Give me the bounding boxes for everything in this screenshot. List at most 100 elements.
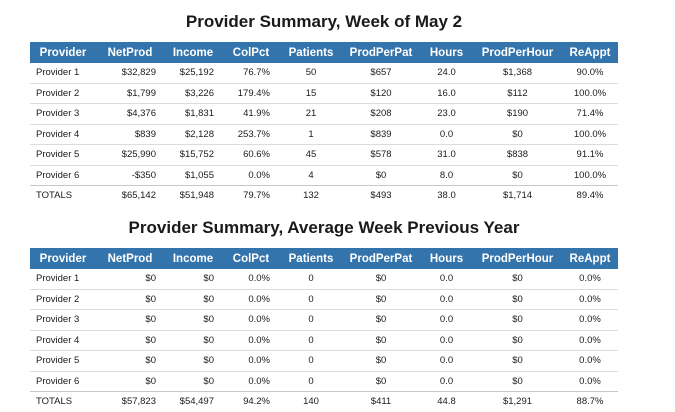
cell-colpct: 0.0% <box>222 329 280 351</box>
cell-income: $0 <box>164 288 222 310</box>
table-row: Provider 4 $839 $2,128 253.7% 1 $839 0.0… <box>30 123 618 145</box>
cell-netprod: $4,376 <box>96 103 164 124</box>
col-header-netprod: NetProd <box>96 42 164 63</box>
cell-colpct: 0.0% <box>222 288 280 310</box>
col-header-hours: Hours <box>420 42 473 63</box>
cell-reappt: 88.7% <box>562 391 618 412</box>
cell-prodperhour: $1,368 <box>502 67 533 79</box>
cell-netprod: $839 <box>96 123 164 145</box>
cell-provider: Provider 4 <box>30 329 96 351</box>
col-header-colpct: ColPct <box>222 248 280 269</box>
cell-prodperpat: $657 <box>370 67 392 79</box>
cell-reappt: 100.0% <box>562 82 618 104</box>
col-header-prodperpat: ProdPerPat <box>342 248 420 269</box>
cell-income: $1,831 <box>164 103 222 124</box>
col-header-hours: Hours <box>420 248 473 269</box>
cell-colpct: 60.6% <box>222 144 280 165</box>
cell-colpct: 79.7% <box>222 185 280 206</box>
cell-reappt: 0.0% <box>562 370 618 392</box>
cell-hours: 23.0 <box>420 103 473 124</box>
cell-income: $0 <box>164 370 222 392</box>
cell-income: $0 <box>164 329 222 351</box>
cell-reappt: 0.0% <box>562 329 618 351</box>
cell-reappt: 100.0% <box>562 164 618 186</box>
cell-hours: 16.0 <box>420 82 473 104</box>
header-row: Provider NetProd Income ColPct Patients … <box>30 42 618 63</box>
cell-income: $0 <box>164 309 222 330</box>
cell-patients: 21 <box>280 103 342 124</box>
cell-netprod: $0 <box>145 273 156 285</box>
cell-reappt: 0.0% <box>562 350 618 371</box>
cell-provider: Provider 2 <box>30 82 96 104</box>
cell-reappt: 91.1% <box>562 144 618 165</box>
cell-hours: 31.0 <box>420 144 473 165</box>
cell-colpct: 76.7% <box>243 67 270 79</box>
col-header-colpct: ColPct <box>222 42 280 63</box>
col-header-patients: Patients <box>280 42 342 63</box>
cell-income: $25,192 <box>179 67 214 79</box>
cell-netprod: $1,799 <box>96 82 164 104</box>
col-header-income: Income <box>164 248 222 269</box>
cell-prodperhour: $0 <box>473 329 562 351</box>
cell-patients: 45 <box>280 144 342 165</box>
table-row: Provider 3 $4,376 $1,831 41.9% 21 $208 2… <box>30 103 618 124</box>
cell-provider: Provider 3 <box>30 103 96 124</box>
cell-colpct: 0.0% <box>248 273 270 285</box>
cell-prodperhour: $0 <box>473 288 562 310</box>
report-title: Provider Summary, Average Week Previous … <box>128 218 520 237</box>
cell-netprod: $0 <box>96 288 164 310</box>
cell-income: $2,128 <box>164 123 222 145</box>
cell-reappt: 0.0% <box>562 288 618 310</box>
provider-summary-table: Provider NetProd Income ColPct Patients … <box>30 42 618 206</box>
cell-prodperhour: $0 <box>473 370 562 392</box>
col-header-provider: Provider <box>30 248 96 269</box>
cell-provider: Provider 5 <box>30 144 96 165</box>
cell-colpct: 41.9% <box>222 103 280 124</box>
cell-prodperpat: $208 <box>342 103 420 124</box>
cell-prodperhour: $0 <box>473 350 562 371</box>
table-row: Provider 1 $32,829 $25,192 76.7% 50 $657… <box>30 63 618 83</box>
cell-prodperhour: $1,714 <box>473 185 562 206</box>
totals-row: TOTALS $65,142 $51,948 79.7% 132 $493 38… <box>30 185 618 206</box>
col-header-reappt: ReAppt <box>562 248 618 269</box>
cell-income: $3,226 <box>164 82 222 104</box>
cell-hours: 0.0 <box>439 273 454 285</box>
col-header-reappt: ReAppt <box>562 42 618 63</box>
cell-colpct: 179.4% <box>222 82 280 104</box>
cell-netprod: $25,990 <box>96 144 164 165</box>
cell-patients: 0 <box>308 273 314 285</box>
cell-provider: Provider 3 <box>30 309 96 330</box>
cell-income: $15,752 <box>164 144 222 165</box>
table-row: Provider 1 $0 $0 0.0% 0 $0 0.0 $0 0.0% <box>30 269 618 289</box>
cell-provider: TOTALS <box>30 185 96 206</box>
cell-provider: Provider 1 <box>36 67 80 79</box>
cell-patients: 1 <box>280 123 342 145</box>
cell-prodperpat: $578 <box>342 144 420 165</box>
cell-netprod: $32,829 <box>121 67 156 79</box>
cell-hours: 0.0 <box>420 329 473 351</box>
cell-patients: 0 <box>280 329 342 351</box>
cell-prodperhour: $0 <box>473 123 562 145</box>
cell-provider: Provider 1 <box>36 273 80 285</box>
cell-income: $0 <box>203 273 214 285</box>
cell-prodperhour: $0 <box>473 164 562 186</box>
col-header-provider: Provider <box>30 42 96 63</box>
cell-provider: Provider 2 <box>30 288 96 310</box>
cell-hours: 8.0 <box>420 164 473 186</box>
cell-hours: 0.0 <box>420 288 473 310</box>
cell-patients: 0 <box>280 309 342 330</box>
cell-reappt: 71.4% <box>562 103 618 124</box>
table-row: Provider 3 $0 $0 0.0% 0 $0 0.0 $0 0.0% <box>30 309 618 330</box>
cell-prodperpat: $0 <box>342 164 420 186</box>
cell-prodperhour: $112 <box>473 82 562 104</box>
col-header-prodperpat: ProdPerPat <box>342 42 420 63</box>
col-header-netprod: NetProd <box>96 248 164 269</box>
cell-provider: Provider 4 <box>30 123 96 145</box>
cell-reappt: 0.0% <box>579 273 601 285</box>
cell-hours: 24.0 <box>437 67 456 79</box>
cell-reappt: 100.0% <box>562 123 618 145</box>
cell-prodperpat: $839 <box>342 123 420 145</box>
cell-prodperhour: $838 <box>473 144 562 165</box>
cell-hours: 38.0 <box>420 185 473 206</box>
table-row: Provider 4 $0 $0 0.0% 0 $0 0.0 $0 0.0% <box>30 329 618 351</box>
